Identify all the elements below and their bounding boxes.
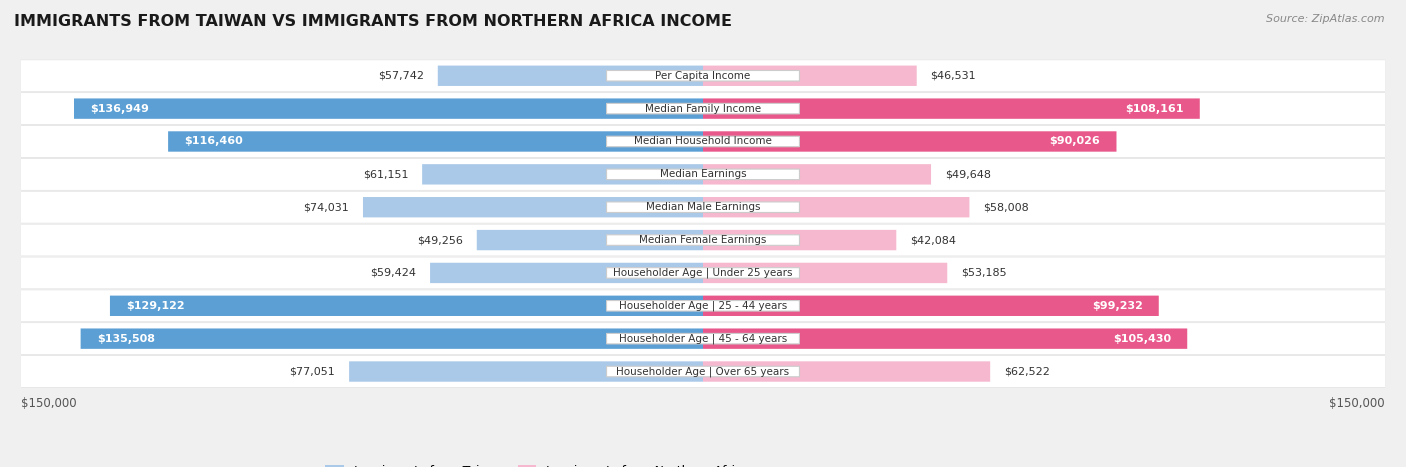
FancyBboxPatch shape — [21, 92, 1385, 125]
FancyBboxPatch shape — [21, 323, 1385, 354]
FancyBboxPatch shape — [169, 131, 703, 152]
FancyBboxPatch shape — [21, 126, 1385, 157]
Text: $105,430: $105,430 — [1114, 333, 1171, 344]
FancyBboxPatch shape — [21, 257, 1385, 289]
Text: $77,051: $77,051 — [290, 367, 336, 376]
Text: $150,000: $150,000 — [1330, 397, 1385, 410]
FancyBboxPatch shape — [703, 230, 896, 250]
FancyBboxPatch shape — [477, 230, 703, 250]
Text: $135,508: $135,508 — [97, 333, 155, 344]
FancyBboxPatch shape — [703, 65, 917, 86]
FancyBboxPatch shape — [703, 263, 948, 283]
FancyBboxPatch shape — [606, 103, 800, 114]
FancyBboxPatch shape — [437, 65, 703, 86]
FancyBboxPatch shape — [363, 197, 703, 218]
FancyBboxPatch shape — [110, 296, 703, 316]
FancyBboxPatch shape — [21, 225, 1385, 256]
Text: $116,460: $116,460 — [184, 136, 243, 147]
Text: $42,084: $42,084 — [910, 235, 956, 245]
FancyBboxPatch shape — [703, 361, 990, 382]
FancyBboxPatch shape — [703, 131, 1116, 152]
Text: Source: ZipAtlas.com: Source: ZipAtlas.com — [1267, 14, 1385, 24]
Text: Median Earnings: Median Earnings — [659, 170, 747, 179]
Text: $136,949: $136,949 — [90, 104, 149, 113]
Text: $99,232: $99,232 — [1092, 301, 1143, 311]
Text: $108,161: $108,161 — [1125, 104, 1184, 113]
FancyBboxPatch shape — [703, 164, 931, 184]
FancyBboxPatch shape — [606, 71, 800, 81]
Text: IMMIGRANTS FROM TAIWAN VS IMMIGRANTS FROM NORTHERN AFRICA INCOME: IMMIGRANTS FROM TAIWAN VS IMMIGRANTS FRO… — [14, 14, 733, 29]
FancyBboxPatch shape — [21, 159, 1385, 190]
FancyBboxPatch shape — [606, 136, 800, 147]
FancyBboxPatch shape — [606, 235, 800, 245]
FancyBboxPatch shape — [21, 290, 1385, 322]
Text: $129,122: $129,122 — [127, 301, 184, 311]
Text: $150,000: $150,000 — [21, 397, 76, 410]
Text: $49,256: $49,256 — [418, 235, 463, 245]
FancyBboxPatch shape — [703, 99, 1199, 119]
Text: $90,026: $90,026 — [1050, 136, 1101, 147]
FancyBboxPatch shape — [21, 257, 1385, 289]
FancyBboxPatch shape — [422, 164, 703, 184]
Text: Median Household Income: Median Household Income — [634, 136, 772, 147]
Text: Householder Age | Under 25 years: Householder Age | Under 25 years — [613, 268, 793, 278]
FancyBboxPatch shape — [703, 328, 1187, 349]
FancyBboxPatch shape — [21, 60, 1385, 92]
FancyBboxPatch shape — [430, 263, 703, 283]
Text: Median Family Income: Median Family Income — [645, 104, 761, 113]
FancyBboxPatch shape — [349, 361, 703, 382]
FancyBboxPatch shape — [21, 158, 1385, 190]
FancyBboxPatch shape — [21, 323, 1385, 354]
Text: $58,008: $58,008 — [983, 202, 1029, 212]
Text: Householder Age | 25 - 44 years: Householder Age | 25 - 44 years — [619, 301, 787, 311]
Text: $49,648: $49,648 — [945, 170, 991, 179]
FancyBboxPatch shape — [21, 60, 1385, 92]
Text: $61,151: $61,151 — [363, 170, 408, 179]
FancyBboxPatch shape — [606, 268, 800, 278]
FancyBboxPatch shape — [21, 93, 1385, 124]
FancyBboxPatch shape — [606, 366, 800, 377]
Text: $57,742: $57,742 — [378, 71, 425, 81]
Text: $53,185: $53,185 — [962, 268, 1007, 278]
FancyBboxPatch shape — [606, 169, 800, 180]
Legend: Immigrants from Taiwan, Immigrants from Northern Africa: Immigrants from Taiwan, Immigrants from … — [321, 460, 755, 467]
FancyBboxPatch shape — [21, 224, 1385, 256]
FancyBboxPatch shape — [606, 333, 800, 344]
Text: $59,424: $59,424 — [370, 268, 416, 278]
FancyBboxPatch shape — [80, 328, 703, 349]
FancyBboxPatch shape — [606, 202, 800, 212]
FancyBboxPatch shape — [21, 191, 1385, 223]
FancyBboxPatch shape — [21, 356, 1385, 387]
Text: $46,531: $46,531 — [931, 71, 976, 81]
FancyBboxPatch shape — [21, 355, 1385, 388]
Text: $62,522: $62,522 — [1004, 367, 1050, 376]
FancyBboxPatch shape — [606, 301, 800, 311]
FancyBboxPatch shape — [703, 197, 969, 218]
Text: Median Male Earnings: Median Male Earnings — [645, 202, 761, 212]
FancyBboxPatch shape — [21, 126, 1385, 157]
FancyBboxPatch shape — [75, 99, 703, 119]
FancyBboxPatch shape — [21, 290, 1385, 321]
Text: Householder Age | 45 - 64 years: Householder Age | 45 - 64 years — [619, 333, 787, 344]
Text: $74,031: $74,031 — [304, 202, 349, 212]
FancyBboxPatch shape — [703, 296, 1159, 316]
FancyBboxPatch shape — [21, 191, 1385, 223]
Text: Per Capita Income: Per Capita Income — [655, 71, 751, 81]
Text: Householder Age | Over 65 years: Householder Age | Over 65 years — [616, 366, 790, 377]
Text: Median Female Earnings: Median Female Earnings — [640, 235, 766, 245]
